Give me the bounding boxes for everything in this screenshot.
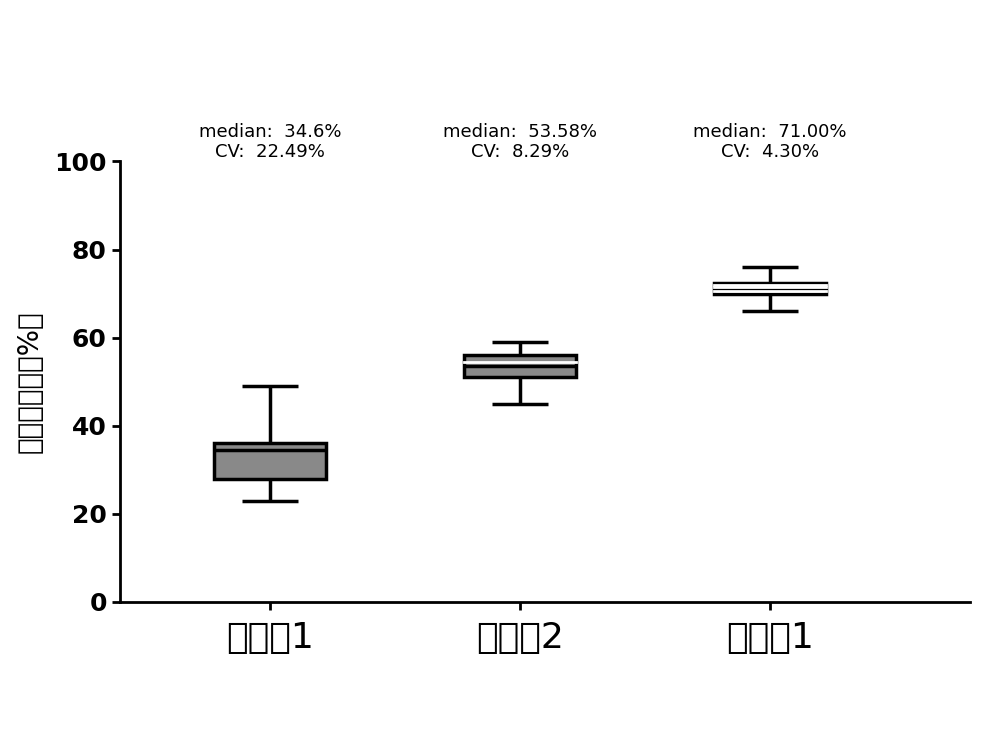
- Text: median:  34.6%
CV:  22.49%: median: 34.6% CV: 22.49%: [199, 123, 341, 161]
- PathPatch shape: [714, 283, 826, 294]
- Y-axis label: 转化回收率（%）: 转化回收率（%）: [15, 310, 43, 453]
- Text: median:  53.58%
CV:  8.29%: median: 53.58% CV: 8.29%: [443, 123, 597, 161]
- Text: median:  71.00%
CV:  4.30%: median: 71.00% CV: 4.30%: [693, 123, 847, 161]
- PathPatch shape: [214, 443, 326, 479]
- PathPatch shape: [464, 355, 576, 377]
